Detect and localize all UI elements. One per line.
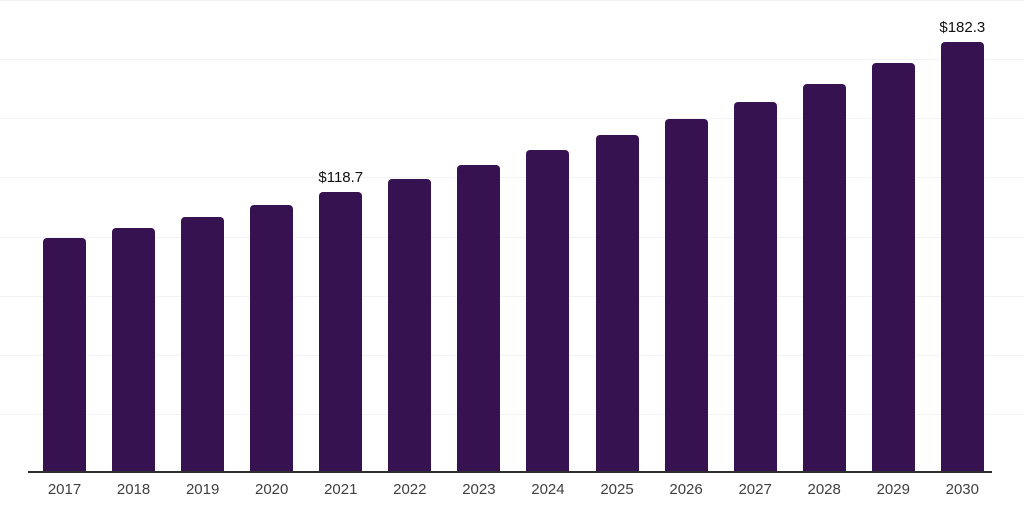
gridline xyxy=(0,236,1024,238)
bar xyxy=(43,237,86,473)
bar xyxy=(802,84,846,473)
bar xyxy=(940,41,984,473)
x-axis-labels: 2017 2018 2019 2020 2021 2022 2023 2024 2025 2026… xyxy=(43,481,984,499)
bar xyxy=(250,204,294,473)
x-tick-label: 2023 xyxy=(462,481,496,498)
bar-group: $118.7 xyxy=(318,170,363,473)
x-tick-label: 2018 xyxy=(116,481,151,498)
bar xyxy=(733,101,777,473)
bar xyxy=(526,150,570,473)
gridline xyxy=(0,177,1024,179)
x-tick-label: 2022 xyxy=(393,481,427,498)
bar-group xyxy=(871,63,915,473)
bar-group xyxy=(43,237,86,473)
x-axis-line xyxy=(28,471,992,473)
gridline xyxy=(0,118,1024,120)
bar-group xyxy=(388,179,432,473)
gridline xyxy=(0,59,1024,61)
x-tick-label: 2028 xyxy=(807,481,841,498)
bar-group xyxy=(802,84,846,473)
bar-value-label: $118.7 xyxy=(318,169,364,187)
x-tick-label: 2024 xyxy=(531,481,565,498)
bar-group xyxy=(112,227,156,473)
bar xyxy=(319,192,363,473)
bar xyxy=(112,227,156,473)
bar-group xyxy=(181,216,225,473)
gridline xyxy=(0,413,1024,415)
bar-group: $182.3 xyxy=(939,20,985,473)
gridline xyxy=(0,295,1024,297)
bar xyxy=(664,118,708,473)
x-tick-label: 2027 xyxy=(738,481,772,498)
bar-group xyxy=(664,118,708,473)
bar xyxy=(595,134,639,473)
x-tick-label: 2025 xyxy=(600,481,634,498)
bars-container: $118.7 $182.3 xyxy=(43,0,985,473)
x-tick-label: 2026 xyxy=(669,481,703,498)
x-tick-label: 2019 xyxy=(185,481,220,498)
plot-area: $118.7 $182.3 xyxy=(0,0,1024,473)
gridline xyxy=(0,354,1024,356)
bar xyxy=(457,164,501,473)
bar xyxy=(871,63,915,473)
bar-value-label: $182.3 xyxy=(939,18,986,36)
bar-group xyxy=(457,164,501,473)
x-tick-label: 2029 xyxy=(876,481,910,498)
x-tick-label: 2020 xyxy=(255,481,289,498)
bar xyxy=(388,179,432,473)
x-tick-label: 2030 xyxy=(945,481,979,498)
gridline xyxy=(0,0,1024,1)
x-tick-label: 2021 xyxy=(324,481,358,498)
bar-group xyxy=(526,150,570,473)
bar-group xyxy=(250,204,294,473)
x-tick-label: 2017 xyxy=(47,481,82,498)
bar-group xyxy=(733,101,777,473)
gridlines xyxy=(0,0,1024,415)
bar xyxy=(181,216,225,473)
bar-group xyxy=(595,134,639,473)
